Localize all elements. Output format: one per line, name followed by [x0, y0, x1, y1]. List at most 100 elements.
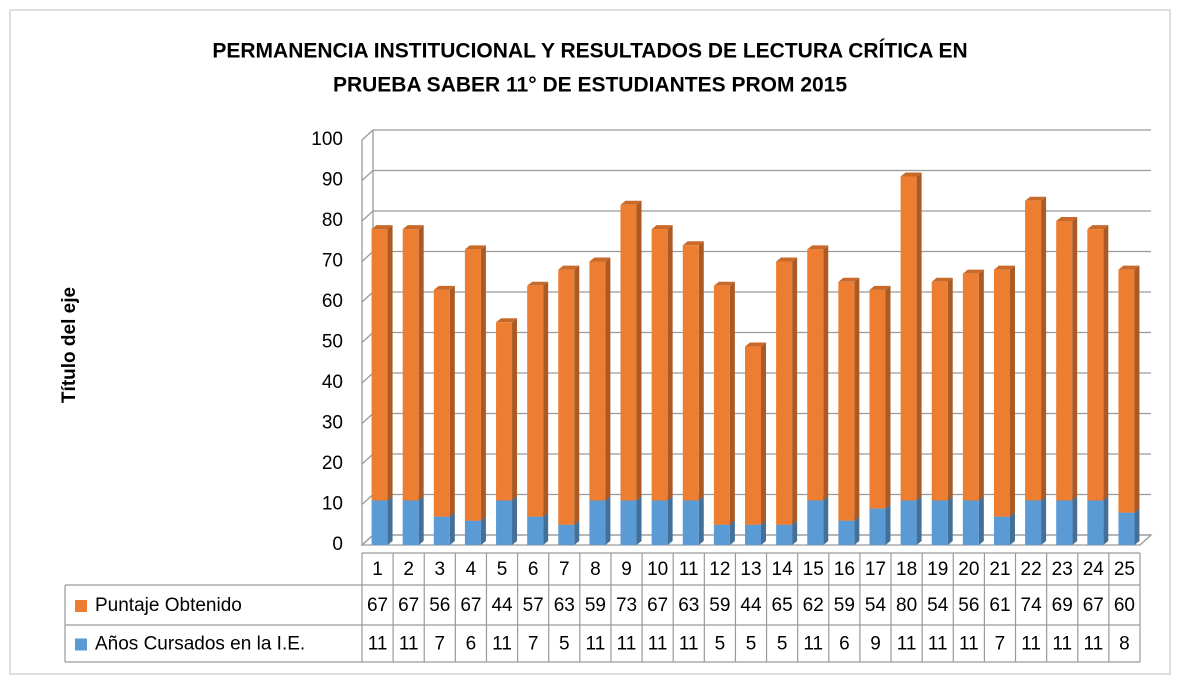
bar-top — [776, 257, 798, 262]
bar-top — [1087, 225, 1109, 230]
bar-side — [947, 277, 953, 501]
data-table-value: 73 — [616, 595, 637, 616]
data-table-value: 67 — [398, 595, 419, 616]
bar — [838, 281, 855, 521]
bar-top — [838, 277, 860, 282]
grid-line-side — [361, 453, 374, 465]
bar — [1056, 500, 1073, 545]
bar-side — [512, 496, 518, 545]
bar — [1025, 200, 1042, 501]
bar — [1118, 512, 1135, 545]
bar-side — [792, 520, 798, 545]
data-table-value: 7 — [528, 634, 539, 655]
x-tick-label: 3 — [435, 559, 446, 580]
bar — [1087, 229, 1104, 501]
bar — [1118, 269, 1135, 513]
bar-side — [667, 496, 673, 545]
grid-line-side — [361, 210, 374, 222]
x-tick-label: 8 — [590, 559, 601, 580]
bar-side — [698, 496, 704, 545]
bar — [931, 500, 948, 545]
grid-line-side — [361, 332, 374, 343]
data-table-value: 11 — [803, 634, 823, 655]
y-tick-label: 70 — [322, 251, 343, 272]
bar-top — [1118, 265, 1140, 270]
bar — [527, 285, 544, 517]
data-table-value: 63 — [678, 595, 699, 616]
x-tick-label: 2 — [403, 559, 414, 580]
data-table-value: 62 — [803, 595, 824, 616]
bar — [931, 281, 948, 501]
x-tick-label: 18 — [896, 559, 917, 580]
grid-line-side — [361, 413, 374, 424]
bar-side — [605, 257, 611, 501]
grid-line-side — [361, 372, 374, 384]
bar-top — [1025, 196, 1047, 201]
bar-top — [527, 281, 549, 286]
data-table-value: 6 — [839, 634, 850, 655]
bar-side — [916, 172, 922, 501]
x-tick-label: 22 — [1021, 559, 1042, 580]
data-table-value: 80 — [896, 595, 917, 616]
bar-side — [574, 520, 580, 545]
data-table-value: 11 — [492, 634, 512, 655]
data-table-value: 11 — [679, 634, 699, 655]
data-table-value: 54 — [927, 595, 949, 616]
bar-side — [512, 318, 518, 501]
data-table-value: 11 — [928, 634, 948, 655]
bar-top — [464, 245, 486, 250]
data-table-value: 11 — [897, 634, 917, 655]
bar — [869, 289, 886, 509]
x-tick-label: 21 — [989, 559, 1010, 580]
bar — [713, 524, 730, 545]
bar — [993, 516, 1010, 545]
data-table-value: 60 — [1114, 595, 1135, 616]
bar — [962, 273, 979, 501]
data-table-value: 11 — [399, 634, 419, 655]
bar-side — [761, 342, 766, 525]
x-tick-label: 11 — [679, 559, 699, 580]
bar — [776, 261, 793, 525]
data-table-value: 8 — [1119, 634, 1130, 655]
grid-line-side — [361, 129, 374, 141]
y-axis-title: Título del eje — [59, 287, 80, 403]
chart-title: PRUEBA SABER 11° DE ESTUDIANTES PROM 201… — [333, 74, 847, 97]
chart-title: PERMANENCIA INSTITUCIONAL Y RESULTADOS D… — [212, 40, 967, 63]
bar-side — [449, 285, 455, 517]
data-table-value: 11 — [617, 634, 637, 655]
bar — [713, 285, 730, 525]
bar-side — [636, 200, 642, 501]
grid-line-side — [361, 291, 374, 303]
bar-top — [713, 281, 735, 286]
bar-side — [543, 281, 549, 517]
bar-side — [761, 520, 766, 545]
bar-side — [418, 496, 424, 545]
bar — [371, 500, 388, 545]
bar — [433, 516, 450, 545]
x-tick-label: 9 — [621, 559, 632, 580]
bar-top — [962, 269, 984, 274]
bar-top — [931, 277, 953, 282]
y-tick-label: 30 — [322, 413, 343, 434]
bar — [371, 229, 388, 501]
bar-side — [418, 225, 424, 501]
x-tick-label: 25 — [1114, 559, 1135, 580]
y-tick-label: 20 — [322, 453, 343, 474]
bar — [869, 508, 886, 545]
bar-side — [1103, 496, 1109, 545]
y-tick-label: 10 — [322, 494, 343, 515]
bar — [900, 500, 917, 545]
bar-side — [792, 257, 798, 525]
x-tick-label: 4 — [466, 559, 477, 580]
bar-top — [496, 318, 518, 323]
bar-side — [947, 496, 953, 545]
data-table-value: 6 — [466, 634, 477, 655]
x-tick-label: 13 — [740, 559, 761, 580]
bar — [496, 500, 513, 545]
bar — [496, 322, 513, 501]
legend-label: Puntaje Obtenido — [95, 595, 242, 616]
data-table-value: 11 — [368, 634, 388, 655]
data-table-value: 5 — [715, 634, 726, 655]
bar — [807, 500, 824, 545]
y-tick-label: 90 — [322, 170, 343, 191]
